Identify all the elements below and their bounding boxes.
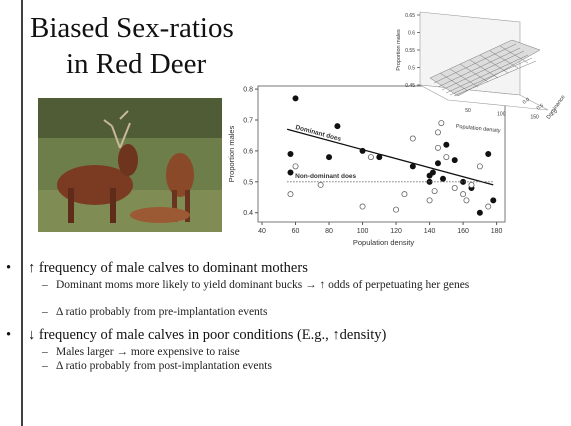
data-point: [368, 154, 373, 159]
data-point: [432, 188, 437, 193]
data-point: [318, 182, 323, 187]
data-point: [486, 151, 491, 156]
data-point: [452, 158, 457, 163]
x-tick-label: 160: [457, 228, 469, 235]
y-tick-label: 0.5: [243, 179, 253, 186]
data-point: [477, 164, 482, 169]
deer-photo: [38, 98, 222, 232]
data-point: [464, 198, 469, 203]
scatter-chart: 40 60 80 100 120 140 160 180 0.4 0.5 0.6 0.7 0.8 Popu…: [227, 86, 505, 247]
inset-y-tick-label: 0.55: [405, 48, 415, 54]
data-point: [444, 154, 449, 159]
data-point: [435, 161, 440, 166]
data-point: [430, 170, 435, 175]
sub-bullet: Dominant moms more likely to yield domin…: [56, 279, 526, 292]
inset-y-tick-label: 0.5: [408, 66, 415, 72]
x-tick-label: 80: [325, 228, 333, 235]
data-point: [427, 198, 432, 203]
y-tick-label: 0.6: [243, 148, 253, 155]
inset-y-tick-label: 0.65: [405, 13, 415, 19]
sub-bullet: Δ ratio probably from post-implantation …: [56, 360, 526, 373]
y-tick-label: 0.7: [243, 118, 253, 125]
slide: Biased Sex-ratios in Red Deer 4060801001…: [0, 0, 571, 426]
bullet: ↓ frequency of male calves in poor condi…: [28, 327, 386, 344]
data-point: [326, 154, 331, 159]
data-point: [288, 192, 293, 197]
data-point: [452, 185, 457, 190]
line-annotation: Non-dominant does: [295, 173, 356, 180]
data-point: [293, 164, 298, 169]
inset-x-tick-label: 50: [465, 108, 471, 114]
data-point: [444, 142, 449, 147]
inset-z-label: Dominance: [546, 94, 567, 120]
inset-y-label: Proportion males: [396, 29, 402, 71]
data-point: [486, 204, 491, 209]
data-point: [439, 120, 444, 125]
data-point: [288, 170, 293, 175]
data-point: [469, 182, 474, 187]
surface-plot: 0.450.50.550.60.65501001500.00.51.0Propo…: [396, 12, 567, 134]
y-tick-label: 0.4: [243, 210, 253, 217]
x-tick-label: 140: [424, 228, 436, 235]
inset-x-tick-label: 150: [530, 115, 539, 121]
data-point: [435, 130, 440, 135]
x-tick-label: 40: [258, 228, 266, 235]
sub-bullet: Δ ratio probably from pre-implantation e…: [56, 306, 526, 319]
data-point: [461, 192, 466, 197]
x-tick-label: 180: [491, 228, 503, 235]
y-tick-label: 0.8: [243, 87, 253, 94]
inset-x-tick-label: 100: [497, 111, 506, 117]
data-point: [440, 176, 445, 181]
data-point: [410, 136, 415, 141]
sub-bullet: Males larger → more expensive to raise: [56, 346, 526, 359]
data-point: [293, 96, 298, 101]
data-point: [360, 204, 365, 209]
data-point: [477, 210, 482, 215]
data-point: [435, 145, 440, 150]
data-point: [410, 164, 415, 169]
inset-y-tick-label: 0.45: [405, 83, 415, 89]
x-tick-label: 120: [390, 228, 402, 235]
inset-x-label: Population density: [455, 124, 501, 135]
bullet: ↑ frequency of male calves to dominant m…: [28, 260, 308, 277]
data-point: [402, 192, 407, 197]
data-point: [288, 151, 293, 156]
x-axis-label: Population density: [353, 238, 415, 247]
y-axis-label: Proportion males: [227, 125, 236, 182]
inset-y-tick-label: 0.6: [408, 31, 415, 37]
data-point: [335, 124, 340, 129]
data-point: [491, 198, 496, 203]
data-point: [393, 207, 398, 212]
x-tick-label: 100: [357, 228, 369, 235]
x-tick-label: 60: [292, 228, 300, 235]
